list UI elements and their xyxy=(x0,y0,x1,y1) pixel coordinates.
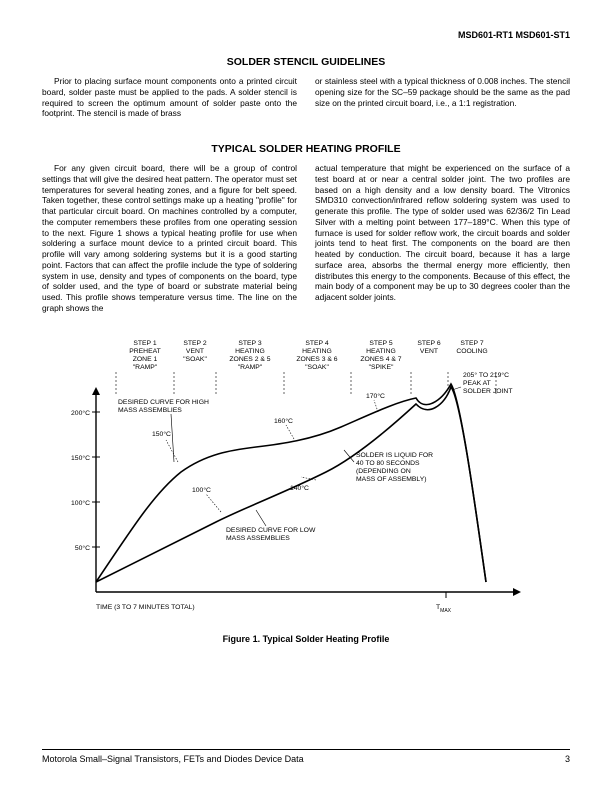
ann-peak: 205° TO 219°C PEAK AT SOLDER JOINT xyxy=(463,371,512,395)
ann-low-mass: DESIRED CURVE FOR LOW MASS ASSEMBLIES xyxy=(226,527,317,542)
step4-l3: ZONES 3 & 6 xyxy=(296,356,337,363)
page-footer: Motorola Small–Signal Transistors, FETs … xyxy=(42,749,570,764)
section-title-profile: TYPICAL SOLDER HEATING PROFILE xyxy=(42,143,570,155)
step2-l3: "SOAK" xyxy=(183,356,207,363)
x-label-left: TIME (3 TO 7 MINUTES TOTAL) xyxy=(96,604,195,611)
header-part-numbers: MSD601-RT1 MSD601-ST1 xyxy=(458,30,570,40)
step4-l4: "SOAK" xyxy=(305,364,329,371)
step5-l3: ZONES 4 & 7 xyxy=(360,356,401,363)
step4-l1: STEP 4 xyxy=(305,340,329,347)
step6-l1: STEP 6 xyxy=(417,340,441,347)
stencil-col2: or stainless steel with a typical thickn… xyxy=(315,76,570,119)
step2-l2: VENT xyxy=(186,348,204,355)
step6-l2: VENT xyxy=(420,348,438,355)
step1-l3: ZONE 1 xyxy=(133,356,158,363)
step4-l2: HEATING xyxy=(302,348,332,355)
x-label-right: TMAX xyxy=(436,604,452,614)
figure-1: STEP 1 PREHEAT ZONE 1 "RAMP" STEP 2 VENT… xyxy=(42,332,570,642)
ytick-50: 50°C xyxy=(75,544,90,552)
ytick-100: 100°C xyxy=(71,499,90,507)
step5-l4: "SPIKE" xyxy=(369,364,394,371)
step7-l2: COOLING xyxy=(456,348,487,355)
section-title-stencil: SOLDER STENCIL GUIDELINES xyxy=(42,56,570,68)
step5-l2: HEATING xyxy=(366,348,396,355)
step3-l4: "RAMP" xyxy=(238,364,263,371)
stencil-col1: Prior to placing surface mount component… xyxy=(42,76,297,119)
step3-l3: ZONES 2 & 5 xyxy=(229,356,270,363)
ytick-200: 200°C xyxy=(71,409,90,417)
temp-160: 160°C xyxy=(274,417,293,425)
footer-right: 3 xyxy=(565,754,570,764)
temp-140: 140°C xyxy=(290,484,309,492)
footer-left: Motorola Small–Signal Transistors, FETs … xyxy=(42,754,304,764)
step2-l1: STEP 2 xyxy=(183,340,207,347)
ann-high-mass: DESIRED CURVE FOR HIGH MASS ASSEMBLIES xyxy=(118,399,211,414)
temp-150: 150°C xyxy=(152,430,171,438)
figure-caption: Figure 1. Typical Solder Heating Profile xyxy=(42,634,570,644)
profile-col2: actual temperature that might be experie… xyxy=(315,163,570,314)
step3-l2: HEATING xyxy=(235,348,265,355)
chart-svg: STEP 1 PREHEAT ZONE 1 "RAMP" STEP 2 VENT… xyxy=(56,332,556,632)
temp-170: 170°C xyxy=(366,392,385,400)
step1-l1: STEP 1 xyxy=(133,340,157,347)
ann-liquid: SOLDER IS LIQUID FOR 40 TO 80 SECONDS (D… xyxy=(356,452,435,483)
stencil-columns: Prior to placing surface mount component… xyxy=(42,76,570,119)
step7-l1: STEP 7 xyxy=(460,340,484,347)
step1-l4: "RAMP" xyxy=(133,364,158,371)
step1-l2: PREHEAT xyxy=(129,348,161,355)
ytick-150: 150°C xyxy=(71,454,90,462)
profile-col1: For any given circuit board, there will … xyxy=(42,163,297,314)
step3-l1: STEP 3 xyxy=(238,340,262,347)
step5-l1: STEP 5 xyxy=(369,340,393,347)
profile-columns: For any given circuit board, there will … xyxy=(42,163,570,314)
temp-100: 100°C xyxy=(192,486,211,494)
